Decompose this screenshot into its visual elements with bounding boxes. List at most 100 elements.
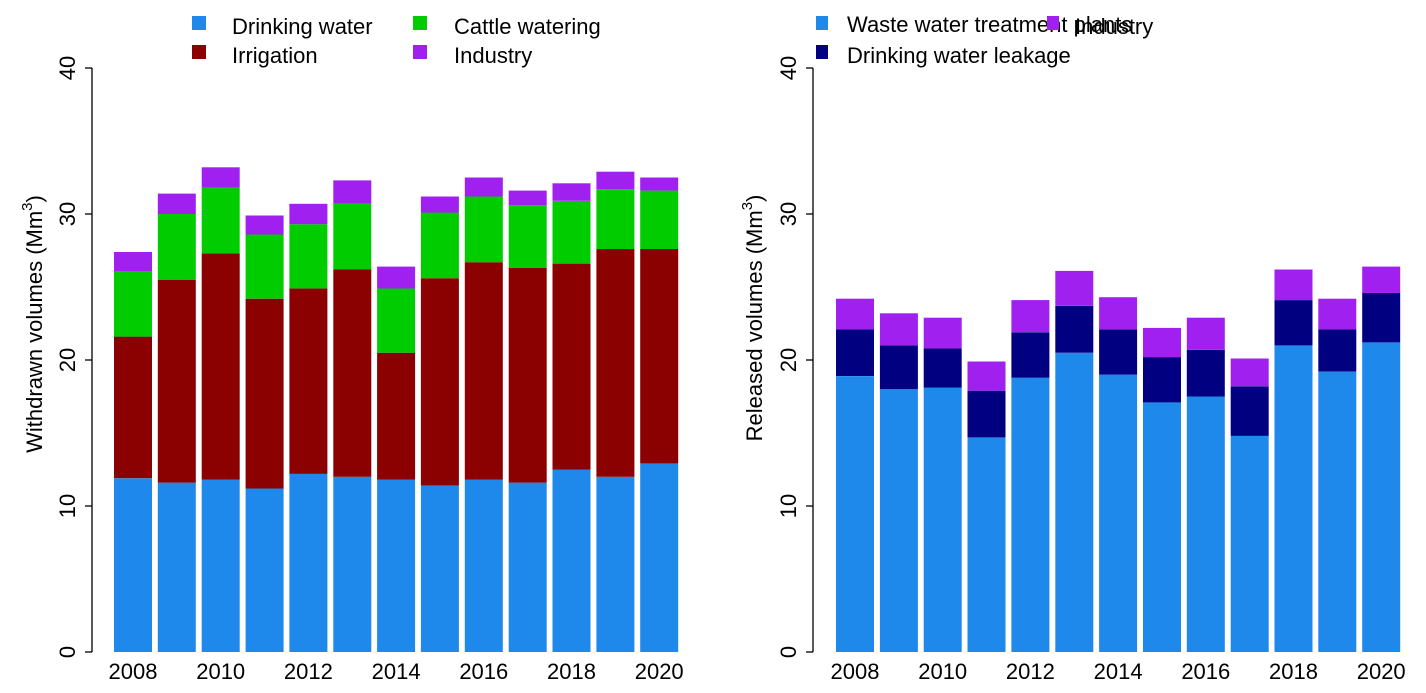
bar-stack-2018 bbox=[1274, 269, 1313, 652]
bar-stack-2010 bbox=[201, 167, 240, 652]
bar-segment-industry-2008 bbox=[114, 252, 152, 271]
x-tick-label: 2020 bbox=[1357, 659, 1406, 684]
bar-segment-drinking-water-2010 bbox=[201, 479, 240, 652]
bar-segment-irrigation-2010 bbox=[201, 253, 240, 480]
bar-segment-drinking-water-leakage-2009 bbox=[879, 345, 918, 390]
bar-segment-industry-2020 bbox=[1362, 266, 1401, 293]
bar-segment-irrigation-2016 bbox=[464, 262, 503, 480]
y-axis-title: Released volumes (Mm3) bbox=[739, 195, 767, 442]
bar-segment-cattle-watering-2016 bbox=[464, 196, 503, 263]
bar-segment-irrigation-2012 bbox=[289, 288, 328, 474]
legend: Drinking water Cattle watering Irrigation I… bbox=[192, 14, 601, 68]
bar-segment-drinking-water-2013 bbox=[333, 476, 372, 652]
bar-segment-irrigation-2009 bbox=[157, 279, 196, 483]
bar-segment-drinking-water-2012 bbox=[289, 473, 328, 652]
bar-segment-waste-water-treatment-plants-2012 bbox=[1011, 377, 1050, 652]
bar-stack-2019 bbox=[1318, 298, 1357, 652]
bar-stack-2009 bbox=[879, 313, 918, 652]
bar-segment-drinking-water-leakage-2010 bbox=[923, 348, 962, 388]
bar-segment-drinking-water-2011 bbox=[245, 488, 284, 652]
bar-segment-drinking-water-2014 bbox=[377, 479, 416, 652]
bar-segment-industry-2010 bbox=[923, 317, 962, 349]
bar-stack-2017 bbox=[508, 190, 547, 652]
bar-segment-irrigation-2013 bbox=[333, 269, 372, 477]
bar-segment-drinking-water-leakage-2016 bbox=[1186, 349, 1225, 397]
bar-stack-2014 bbox=[377, 266, 416, 652]
legend-label: Irrigation bbox=[232, 43, 318, 68]
bar-segment-industry-2010 bbox=[201, 167, 240, 188]
legend-swatch bbox=[1047, 16, 1059, 30]
bar-segment-cattle-watering-2020 bbox=[640, 190, 679, 249]
y-tick-label: 40 bbox=[776, 56, 801, 80]
bar-segment-industry-2014 bbox=[1099, 297, 1138, 330]
bar-segment-industry-2018 bbox=[552, 183, 591, 201]
x-axis: 2008 2010 2012 2014 2016 2018 2020 bbox=[109, 659, 684, 684]
bar-segment-cattle-watering-2013 bbox=[333, 203, 372, 270]
bar-stack-2008 bbox=[836, 298, 874, 652]
bar-segment-industry-2009 bbox=[879, 313, 918, 346]
bar-stack-2015 bbox=[1143, 327, 1181, 652]
bar-segment-cattle-watering-2010 bbox=[201, 187, 240, 254]
x-tick-label: 2010 bbox=[918, 659, 967, 684]
bar-segment-waste-water-treatment-plants-2010 bbox=[923, 387, 962, 652]
bar-segment-cattle-watering-2012 bbox=[289, 224, 328, 289]
legend-label: Industry bbox=[1075, 14, 1153, 39]
bar-segment-irrigation-2019 bbox=[596, 249, 635, 477]
bar-segment-drinking-water-2009 bbox=[157, 482, 196, 652]
y-tick-label: 30 bbox=[776, 202, 801, 226]
bar-segment-irrigation-2017 bbox=[508, 268, 547, 483]
y-tick-label: 20 bbox=[55, 348, 80, 372]
bar-segment-irrigation-2018 bbox=[552, 263, 591, 470]
legend-swatch bbox=[413, 45, 427, 59]
bar-segment-industry-2008 bbox=[836, 298, 874, 330]
bar-stack-2011 bbox=[245, 215, 284, 652]
bar-segment-waste-water-treatment-plants-2016 bbox=[1186, 396, 1225, 652]
legend-label: Waste water treatment plants bbox=[847, 12, 1132, 37]
bar-segment-drinking-water-leakage-2019 bbox=[1318, 329, 1357, 372]
bar-segment-drinking-water-leakage-2011 bbox=[967, 390, 1006, 438]
x-axis: 2008 2010 2012 2014 2016 2018 2020 bbox=[831, 659, 1406, 684]
bar-segment-drinking-water-2008 bbox=[114, 478, 152, 652]
y-tick-label: 0 bbox=[776, 646, 801, 658]
bar-segment-industry-2015 bbox=[420, 196, 459, 213]
bar-stack-2013 bbox=[333, 180, 372, 652]
bar-segment-waste-water-treatment-plants-2019 bbox=[1318, 371, 1357, 652]
bar-segment-cattle-watering-2018 bbox=[552, 200, 591, 264]
bar-segment-irrigation-2014 bbox=[377, 352, 416, 480]
bar-stack-2019 bbox=[596, 171, 635, 652]
bar-stack-2020 bbox=[640, 177, 679, 652]
bar-segment-waste-water-treatment-plants-2014 bbox=[1099, 374, 1138, 652]
x-tick-label: 2008 bbox=[109, 659, 158, 684]
bar-segment-cattle-watering-2008 bbox=[114, 270, 152, 337]
bar-segment-industry-2012 bbox=[1011, 300, 1050, 333]
bar-segment-drinking-water-2015 bbox=[420, 485, 459, 652]
bar-stack-2012 bbox=[1011, 300, 1050, 652]
bar-segment-irrigation-2015 bbox=[420, 278, 459, 486]
bar-segment-irrigation-2011 bbox=[245, 298, 284, 489]
y-tick-label: 10 bbox=[55, 494, 80, 518]
bar-segment-drinking-water-2017 bbox=[508, 482, 547, 652]
released-volumes-chart: 0 10 20 30 40 2008 2010 2012 2014 2016 2018 2020 Rel… bbox=[739, 12, 1406, 684]
bar-stack-2016 bbox=[464, 177, 503, 652]
bar-segment-drinking-water-leakage-2013 bbox=[1055, 306, 1094, 353]
x-tick-label: 2008 bbox=[831, 659, 880, 684]
bar-segment-drinking-water-2019 bbox=[596, 476, 635, 652]
bar-segment-waste-water-treatment-plants-2015 bbox=[1143, 402, 1181, 652]
bar-segment-drinking-water-2018 bbox=[552, 469, 591, 652]
bar-segment-drinking-water-2020 bbox=[640, 463, 679, 652]
bar-segment-drinking-water-leakage-2015 bbox=[1143, 357, 1181, 403]
bar-segment-industry-2017 bbox=[508, 190, 547, 206]
legend-item-industry: Industry bbox=[1047, 14, 1153, 39]
x-tick-label: 2014 bbox=[372, 659, 421, 684]
bar-segment-drinking-water-leakage-2008 bbox=[836, 329, 874, 376]
legend-swatch bbox=[192, 45, 206, 59]
bar-stack-2008 bbox=[114, 252, 152, 652]
bar-stack-2020 bbox=[1362, 266, 1401, 652]
x-tick-label: 2016 bbox=[459, 659, 508, 684]
bar-segment-industry-2016 bbox=[464, 177, 503, 197]
y-tick-label: 40 bbox=[55, 56, 80, 80]
y-axis: 0 10 20 30 40 bbox=[55, 56, 93, 658]
bar-segment-waste-water-treatment-plants-2009 bbox=[879, 389, 918, 652]
legend-item-drinking-water: Drinking water bbox=[192, 14, 373, 39]
